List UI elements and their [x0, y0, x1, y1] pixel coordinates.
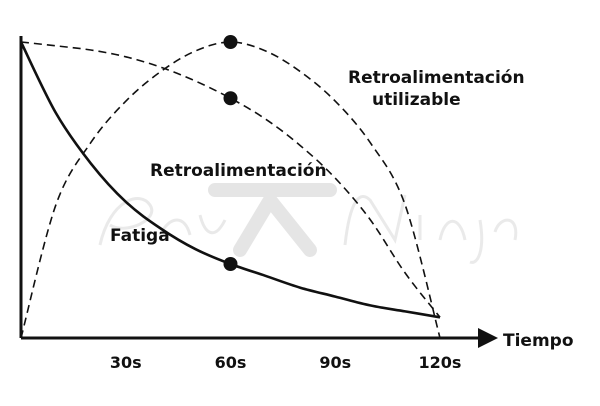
watermark-script-right	[343, 194, 518, 264]
series-marker-1	[223, 257, 238, 271]
x-tick-labels: 30s 60s 90s 120s	[110, 353, 462, 372]
annotation-fatigue: Fatiga	[110, 226, 170, 246]
series-marker-2	[223, 91, 238, 106]
annotation-usable-line2: utilizable	[372, 90, 461, 110]
series-marker-3	[223, 35, 238, 49]
x-axis-arrowhead	[478, 328, 498, 348]
x-axis-label: Tiempo	[503, 331, 574, 351]
x-tick-label-30s: 30s	[110, 353, 142, 372]
series-line-2	[20, 41, 441, 318]
watermark-logo-mark	[208, 183, 337, 257]
watermark-logo	[98, 183, 518, 264]
series-line-3	[20, 41, 441, 339]
x-tick-label-120s: 120s	[419, 353, 462, 372]
annotation-feedback: Retroalimentación	[150, 161, 327, 181]
series-markers	[223, 35, 238, 271]
annotation-usable-line1: Retroalimentación	[348, 68, 525, 88]
x-tick-label-90s: 90s	[319, 353, 351, 372]
x-tick-label-60s: 60s	[215, 353, 247, 372]
